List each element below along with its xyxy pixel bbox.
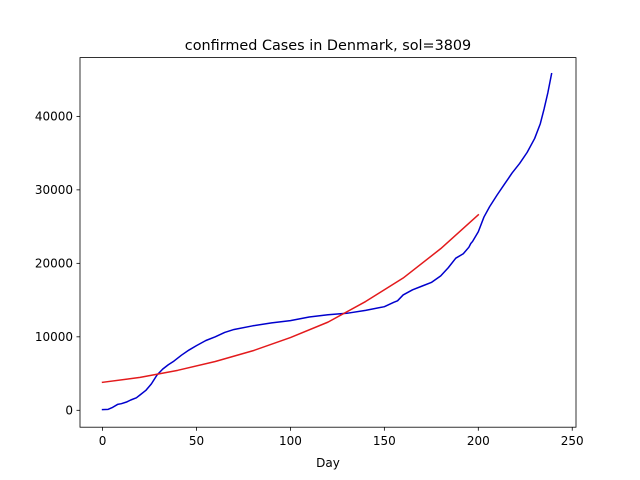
y-tick-label: 20000 [35, 257, 73, 271]
chart-title: confirmed Cases in Denmark, sol=3809 [185, 38, 471, 54]
y-axis-ticks: 0 10000 20000 30000 40000 [35, 110, 80, 418]
y-tick-label: 30000 [35, 183, 73, 197]
series-group [101, 72, 553, 411]
plot-area-frame [79, 57, 577, 428]
y-tick-label: 10000 [35, 330, 73, 344]
x-tick-label: 150 [373, 434, 396, 448]
series-line-2 [101, 213, 480, 384]
x-tick-label: 50 [189, 434, 204, 448]
x-tick-label: 100 [279, 434, 302, 448]
x-axis-label: Day [316, 456, 340, 470]
series-line-1 [101, 72, 553, 411]
x-tick-label: 200 [467, 434, 490, 448]
y-tick-label: 40000 [35, 110, 73, 124]
x-tick-label: 250 [561, 434, 584, 448]
y-tick-label: 0 [65, 404, 73, 418]
x-axis-ticks: 0 50 100 150 200 250 [99, 427, 584, 448]
x-tick-label: 0 [99, 434, 107, 448]
